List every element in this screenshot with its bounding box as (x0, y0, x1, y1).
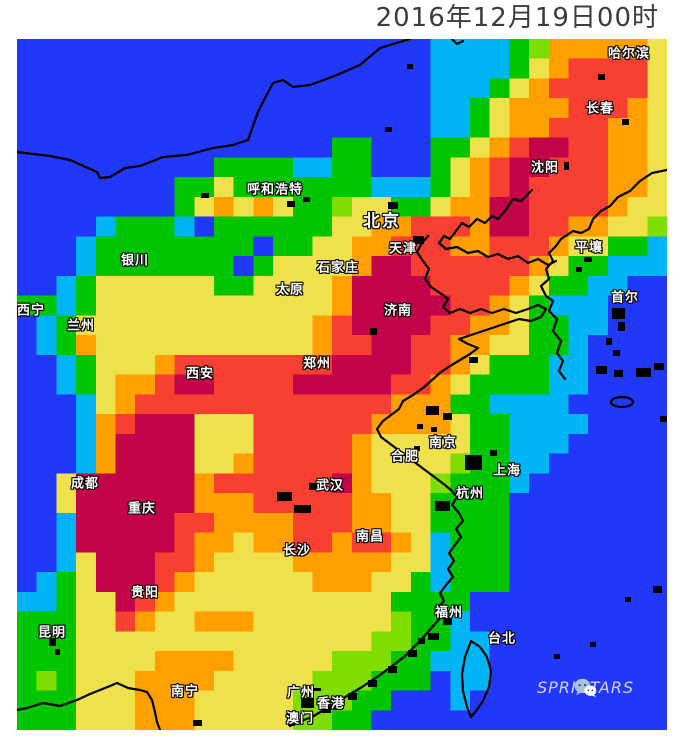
chat-bubbles-icon (574, 678, 597, 697)
border-korea-coast (539, 168, 667, 381)
city-label: 呼和浩特 (246, 182, 304, 198)
city-label: 西宁 (17, 303, 46, 319)
watermark: SPRINTARS (537, 678, 634, 697)
city-label: 武汉 (315, 478, 345, 494)
city-label: 南宁 (170, 684, 200, 700)
city-label: 香港 (316, 696, 346, 712)
city-label: 昆明 (37, 625, 67, 641)
map-overlay (17, 39, 667, 730)
city-label: 南昌 (355, 529, 385, 545)
border-mongolia (17, 39, 412, 180)
urban-area-marks (49, 64, 667, 726)
city-label: 银川 (120, 253, 150, 269)
border-vietnam (17, 681, 162, 730)
city-label: 郑州 (302, 356, 332, 372)
city-label: 广州 (286, 685, 316, 701)
city-label: 贵阳 (130, 585, 160, 601)
city-label: 合肥 (390, 449, 420, 465)
border-northeast (450, 39, 465, 46)
city-label: 北京 (363, 211, 401, 232)
coastline-liaodong-bohai (437, 188, 558, 267)
map-frame: 哈尔滨长春沈阳呼和浩特北京天津 平壤银川 石家庄 太原济南 首尔西宁兰州郑州西安南京 合肥… (17, 39, 667, 730)
city-label: 重庆 (127, 501, 157, 517)
city-label: 哈尔滨 (607, 46, 651, 62)
coastline-taiwan (460, 639, 493, 719)
city-label: 平壤 (574, 240, 604, 256)
city-label: 太原 (275, 282, 305, 298)
city-label: 石家庄 (316, 260, 360, 276)
city-label: 南京 (428, 435, 458, 451)
city-label: 长春 (585, 101, 615, 117)
city-label: 首尔 (610, 290, 640, 306)
city-label: 澳门 (285, 711, 315, 727)
city-label: 上海 (492, 463, 522, 479)
city-label: 济南 (383, 303, 413, 319)
aerosol-concentration-field (17, 39, 667, 730)
coastline-island (609, 395, 635, 409)
city-label: 杭州 (455, 486, 485, 502)
city-label: 沈阳 (530, 160, 560, 176)
city-label: 成都 (70, 476, 100, 492)
city-label: 长沙 (282, 543, 312, 559)
page-title: 2016年12月19日00时 (375, 3, 659, 33)
city-label: 福州 (434, 605, 464, 621)
city-label: 天津 (388, 241, 418, 257)
city-label: 台北 (487, 631, 517, 647)
city-label: 西安 (185, 366, 215, 382)
city-label: 兰州 (66, 318, 96, 334)
